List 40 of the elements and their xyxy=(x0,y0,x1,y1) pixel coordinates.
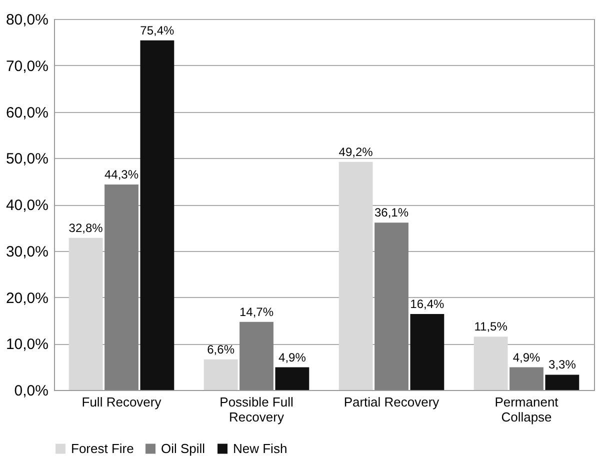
data-label: 16,4% xyxy=(410,296,445,311)
x-tick-label: Possible Full Recovery xyxy=(220,394,294,424)
y-tick-label: 10,0% xyxy=(6,336,48,354)
data-label: 6,6% xyxy=(207,342,235,356)
data-label: 14,7% xyxy=(239,304,274,319)
bar xyxy=(410,314,444,390)
bar xyxy=(474,336,508,390)
legend-label: New Fish xyxy=(233,440,288,456)
bar xyxy=(338,162,373,390)
data-label: 11,5% xyxy=(474,320,508,334)
bar xyxy=(275,367,310,390)
x-tick-label: Partial Recovery xyxy=(344,394,440,410)
bar xyxy=(545,374,580,390)
legend-label: Oil Spill xyxy=(161,440,206,456)
bar xyxy=(204,359,238,390)
y-tick-label: 20,0% xyxy=(6,290,48,307)
x-tick-label: Full Recovery xyxy=(82,394,162,410)
data-label: 75,4% xyxy=(140,23,175,38)
bar xyxy=(68,238,103,390)
y-tick-label: 60,0% xyxy=(6,104,48,122)
y-tick-label: 0,0% xyxy=(14,382,48,400)
data-label: 44,3% xyxy=(104,168,139,182)
y-tick-label: 80,0% xyxy=(6,12,48,28)
data-label: 3,3% xyxy=(548,358,576,372)
bar xyxy=(240,322,274,390)
data-label: 4,9% xyxy=(278,350,306,364)
data-label: 36,1% xyxy=(374,206,409,220)
bar xyxy=(510,367,544,390)
bar xyxy=(140,40,174,390)
data-label: 49,2% xyxy=(338,144,374,159)
data-label: 4,9% xyxy=(512,350,540,364)
y-tick-label: 50,0% xyxy=(6,150,48,168)
y-tick-label: 40,0% xyxy=(6,197,48,214)
y-tick-label: 70,0% xyxy=(6,58,48,75)
bar xyxy=(374,222,408,390)
data-label: 32,8% xyxy=(68,220,104,235)
y-tick-label: 30,0% xyxy=(6,243,48,260)
legend-label: Forest Fire xyxy=(71,440,134,456)
x-tick-label: Permanent Collapse xyxy=(494,394,559,424)
bar xyxy=(104,184,138,390)
